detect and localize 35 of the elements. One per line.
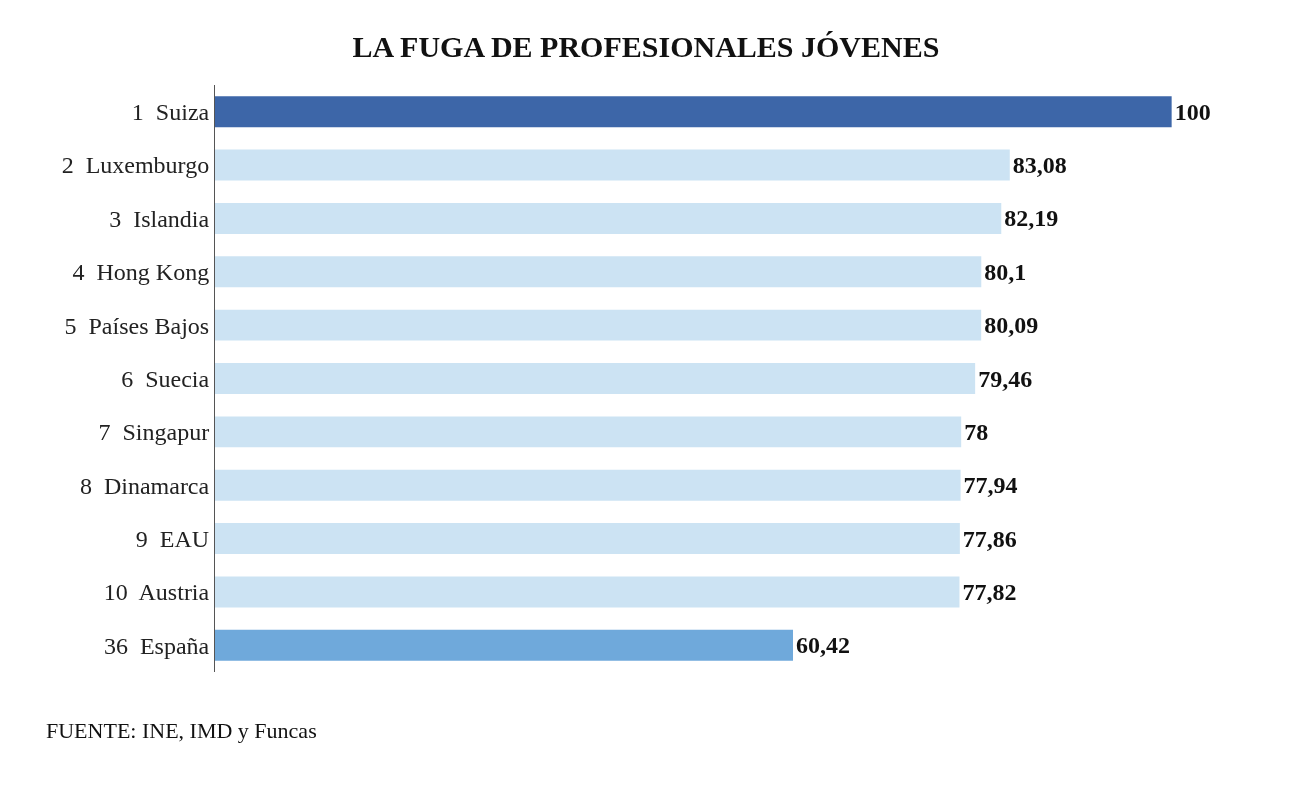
source-note: FUENTE: INE, IMD y Funcas — [46, 718, 317, 743]
y-tick-label: 10 Austria — [103, 579, 210, 606]
y-tick-label: 4 Hong Kong — [72, 259, 210, 286]
bar — [215, 256, 982, 288]
bar — [215, 629, 794, 661]
bar — [215, 202, 1002, 234]
y-tick-label: 36 España — [103, 632, 210, 659]
data-label: 77,82 — [962, 578, 1017, 605]
bar — [215, 363, 976, 394]
bar — [215, 469, 961, 501]
data-label: 79,46 — [978, 365, 1033, 392]
data-label: 80,1 — [984, 258, 1027, 285]
data-label: 82,19 — [1004, 205, 1059, 232]
bar — [215, 149, 1010, 181]
y-tick-label: 3 Islandia — [109, 205, 210, 232]
y-tick-label: 5 Países Bajos — [64, 312, 210, 339]
data-label: 80,09 — [984, 312, 1039, 339]
bar — [215, 576, 960, 608]
chart-title: LA FUGA DE PROFESIONALES JÓVENES — [352, 29, 940, 63]
data-label: 60,42 — [796, 632, 851, 659]
data-label: 77,86 — [962, 525, 1017, 552]
data-label: 77,94 — [963, 472, 1018, 499]
bar — [215, 309, 982, 341]
bar — [215, 96, 1172, 128]
y-tick-label: 6 Suecia — [121, 365, 210, 392]
y-tick-label: 9 EAU — [135, 525, 210, 552]
y-tick-label: 1 Suiza — [131, 99, 210, 126]
bar — [215, 416, 962, 448]
data-label: 78 — [964, 418, 989, 445]
y-tick-label: 7 Singapur — [98, 419, 210, 446]
y-tick-label: 2 Luxemburgo — [61, 152, 210, 179]
data-label: 83,08 — [1012, 152, 1067, 179]
y-tick-label: 8 Dinamarca — [79, 472, 210, 499]
bar — [215, 523, 960, 555]
data-label: 100 — [1174, 98, 1211, 125]
